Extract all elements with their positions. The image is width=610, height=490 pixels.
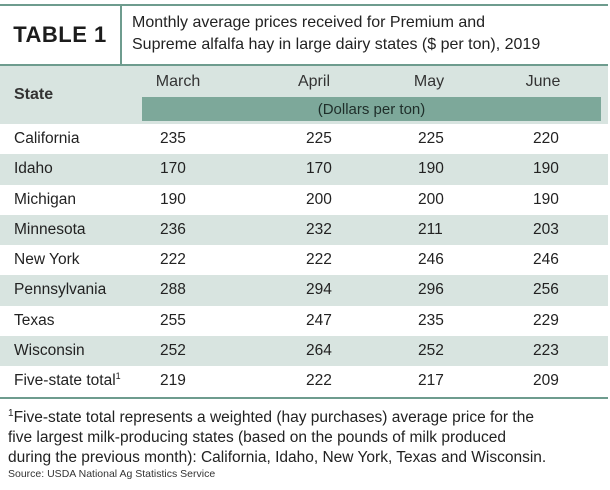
column-header: State March April May June (Dollars per … xyxy=(0,66,608,124)
state-cell: New York xyxy=(14,251,80,269)
header-divider xyxy=(120,6,122,64)
may-cell: 246 xyxy=(418,251,444,269)
may-cell: 217 xyxy=(418,372,444,390)
caption-line-2: Supreme alfalfa hay in large dairy state… xyxy=(132,36,541,53)
may-cell: 296 xyxy=(418,281,444,299)
header-rule xyxy=(0,64,608,66)
june-cell: 190 xyxy=(533,160,559,178)
state-cell: Minnesota xyxy=(14,220,86,238)
bottom-rule xyxy=(0,397,608,399)
table-row: Texas 255 247 235 229 xyxy=(0,305,608,337)
state-cell: Five-state total1 xyxy=(14,372,121,390)
april-cell: 222 xyxy=(306,251,332,269)
may-cell: 211 xyxy=(418,220,443,238)
march-cell: 236 xyxy=(160,220,186,238)
unit-band: (Dollars per ton) xyxy=(142,97,601,121)
table-row: California 235 225 225 220 xyxy=(0,124,608,155)
june-cell: 246 xyxy=(533,251,559,269)
table-row: Michigan 190 200 200 190 xyxy=(0,184,608,215)
top-rule xyxy=(0,4,608,6)
table-header: TABLE 1 Monthly average prices received … xyxy=(0,6,608,64)
table-caption: Monthly average prices received for Prem… xyxy=(122,6,608,64)
may-cell: 200 xyxy=(418,190,444,208)
june-cell: 209 xyxy=(533,372,559,390)
march-cell: 252 xyxy=(160,342,186,360)
source-note: Source: USDA National Ag Statistics Serv… xyxy=(8,468,216,480)
state-column-header: State xyxy=(14,86,54,103)
table-row: Pennsylvania 288 294 296 256 xyxy=(0,275,608,306)
march-cell: 255 xyxy=(160,311,186,329)
state-cell: Idaho xyxy=(14,160,53,178)
june-cell: 256 xyxy=(533,281,559,299)
april-cell: 225 xyxy=(306,130,332,147)
state-cell: Wisconsin xyxy=(14,342,85,360)
april-cell: 294 xyxy=(306,281,332,299)
june-cell: 229 xyxy=(533,311,559,329)
state-cell: Michigan xyxy=(14,190,77,208)
table-row-total: Five-state total1 219 222 217 209 xyxy=(0,366,608,397)
caption-line-1: Monthly average prices received for Prem… xyxy=(132,14,486,31)
footnote-marker: 1 xyxy=(8,408,14,419)
table-label: TABLE 1 xyxy=(13,22,107,47)
may-cell: 252 xyxy=(418,342,444,360)
june-cell: 203 xyxy=(533,220,559,238)
june-cell: 223 xyxy=(533,342,559,360)
state-cell: California xyxy=(14,130,80,147)
table-row: Idaho 170 170 190 190 xyxy=(0,154,608,185)
june-cell: 220 xyxy=(533,130,559,147)
march-cell: 219 xyxy=(160,372,186,390)
march-cell: 222 xyxy=(160,251,186,269)
may-cell: 190 xyxy=(418,160,444,178)
march-cell: 170 xyxy=(160,160,186,178)
march-cell: 190 xyxy=(160,190,186,208)
table-row: New York 222 222 246 246 xyxy=(0,245,608,276)
march-cell: 288 xyxy=(160,281,186,299)
footnote: 1Five-state total represents a weighted … xyxy=(8,404,606,468)
march-cell: 235 xyxy=(160,130,186,147)
april-cell: 264 xyxy=(306,342,332,360)
footnote-line-1: 1Five-state total represents a weighted … xyxy=(8,404,606,428)
june-cell: 190 xyxy=(533,190,559,208)
month-header-may: May xyxy=(413,73,445,90)
april-cell: 247 xyxy=(306,311,332,329)
state-cell: Pennsylvania xyxy=(14,281,107,299)
month-header-march: March xyxy=(155,73,201,90)
state-cell: Texas xyxy=(14,311,55,329)
footnote-line-2: five largest milk-producing states (base… xyxy=(8,429,506,447)
table-row: Wisconsin 252 264 252 223 xyxy=(0,336,608,367)
month-header-april: April xyxy=(297,73,330,90)
month-header-june: June xyxy=(525,73,561,90)
april-cell: 200 xyxy=(306,190,332,208)
table-body: California 235 225 225 220 Idaho 170 170… xyxy=(0,124,608,397)
total-label: Five-state total xyxy=(14,372,116,390)
april-cell: 222 xyxy=(306,372,332,390)
may-cell: 235 xyxy=(418,311,444,329)
april-cell: 170 xyxy=(306,160,332,178)
footnote-text-1: Five-state total represents a weighted (… xyxy=(13,409,534,427)
may-cell: 225 xyxy=(418,130,444,147)
table-row: Minnesota 236 232 211 203 xyxy=(0,214,608,246)
footnote-line-3: during the previous month): California, … xyxy=(8,449,547,467)
total-footnote-marker: 1 xyxy=(115,371,121,382)
april-cell: 232 xyxy=(306,220,332,238)
